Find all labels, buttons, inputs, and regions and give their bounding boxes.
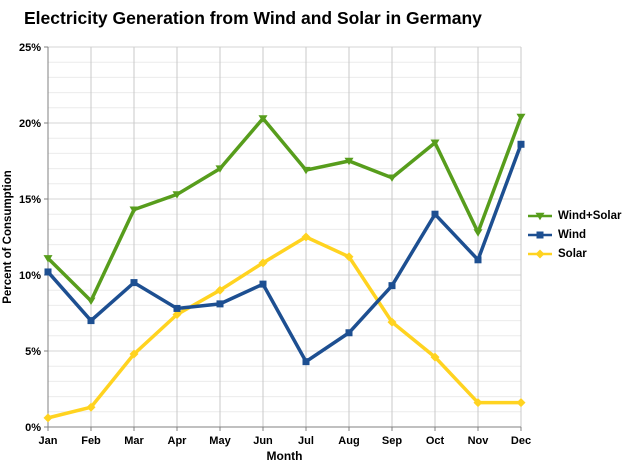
solar-line-marker-icon bbox=[528, 249, 552, 259]
major-gridlines bbox=[48, 46, 521, 352]
legend-label: Wind bbox=[558, 229, 586, 241]
svg-text:Mar: Mar bbox=[124, 435, 144, 447]
y-tick-labels: 0% 5% 10% 15% 20% 25% bbox=[19, 42, 41, 434]
legend-label: Wind+Solar bbox=[558, 210, 622, 222]
svg-text:Sep: Sep bbox=[382, 435, 402, 447]
svg-text:0%: 0% bbox=[25, 422, 41, 434]
legend-item-wind: Wind bbox=[527, 229, 621, 241]
svg-text:May: May bbox=[209, 435, 231, 447]
series-wind bbox=[44, 140, 525, 366]
svg-text:25%: 25% bbox=[19, 42, 41, 54]
svg-text:Feb: Feb bbox=[81, 435, 101, 447]
svg-text:10%: 10% bbox=[19, 270, 41, 282]
series-wind-solar bbox=[43, 113, 526, 306]
legend-item-solar: Solar bbox=[527, 248, 621, 260]
svg-text:Nov: Nov bbox=[468, 435, 490, 447]
svg-text:15%: 15% bbox=[19, 194, 41, 206]
y-axis-title: Percent of Consumption bbox=[2, 170, 14, 304]
svg-text:Jul: Jul bbox=[298, 435, 314, 447]
svg-text:Apr: Apr bbox=[168, 435, 188, 447]
svg-text:Aug: Aug bbox=[338, 435, 359, 447]
svg-text:Dec: Dec bbox=[511, 435, 531, 447]
minor-gridlines bbox=[48, 61, 521, 413]
svg-text:5%: 5% bbox=[25, 346, 41, 358]
legend-item-wind-solar: Wind+Solar bbox=[527, 210, 621, 222]
chart-title: Electricity Generation from Wind and Sol… bbox=[24, 8, 482, 28]
axes bbox=[44, 46, 522, 431]
series-solar bbox=[43, 232, 526, 423]
wind-line-marker-icon bbox=[528, 231, 552, 239]
wind-solar-line-marker-icon bbox=[528, 212, 552, 221]
svg-text:Oct: Oct bbox=[426, 435, 445, 447]
x-tick-labels: Jan Feb Mar Apr May Jun Jul Aug Sep Oct Nov Dec bbox=[39, 435, 532, 447]
legend: Wind+Solar Wind Solar bbox=[527, 210, 621, 260]
svg-text:20%: 20% bbox=[19, 118, 41, 130]
x-axis-title: Month bbox=[266, 449, 303, 463]
svg-text:Jan: Jan bbox=[39, 435, 58, 447]
svg-text:Jun: Jun bbox=[253, 435, 273, 447]
legend-label: Solar bbox=[558, 248, 587, 260]
